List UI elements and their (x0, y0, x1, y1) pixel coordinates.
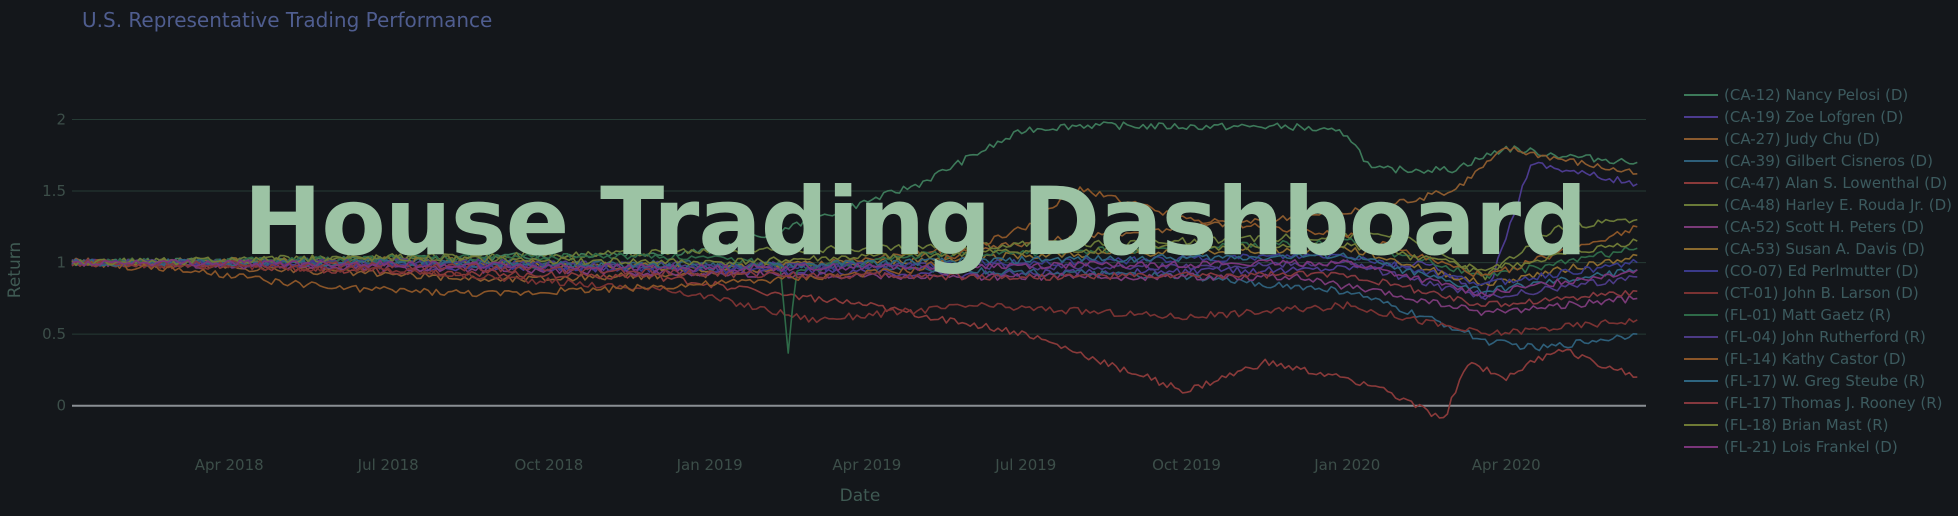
y-tick-label: 1.5 (42, 182, 66, 200)
series-line[interactable] (71, 238, 1638, 272)
x-tick-label: Apr 2019 (832, 456, 901, 474)
series-line[interactable] (71, 259, 1638, 337)
legend-item[interactable]: (CA-12) Nancy Pelosi (D) (1676, 84, 1908, 106)
x-tick-label: Jan 2019 (676, 456, 743, 474)
legend-label: (CA-12) Nancy Pelosi (D) (1724, 86, 1909, 104)
legend-item[interactable]: (CA-27) Judy Chu (D) (1676, 128, 1880, 150)
legend-label: (FL-21) Lois Frankel (D) (1724, 438, 1898, 456)
legend-item[interactable]: (CA-39) Gilbert Cisneros (D) (1676, 150, 1933, 172)
x-tick-label: Apr 2018 (195, 456, 264, 474)
legend-swatch (1684, 204, 1718, 206)
legend-item[interactable]: (FL-17) Thomas J. Rooney (R) (1676, 392, 1943, 414)
legend-label: (FL-17) W. Greg Steube (R) (1724, 372, 1926, 390)
legend-label: (FL-01) Matt Gaetz (R) (1724, 306, 1892, 324)
x-tick-label: Jul 2018 (357, 456, 419, 474)
x-tick-label: Apr 2020 (1472, 456, 1541, 474)
legend-swatch (1684, 182, 1718, 184)
legend-swatch (1684, 358, 1718, 360)
legend-item[interactable]: (CA-53) Susan A. Davis (D) (1676, 238, 1925, 260)
x-tick-label: Oct 2019 (1152, 456, 1221, 474)
legend-swatch (1684, 292, 1718, 294)
y-axis-title: Return (5, 242, 25, 298)
legend-swatch (1684, 226, 1718, 228)
y-tick-label: 0.5 (42, 325, 66, 343)
series-line[interactable] (71, 186, 1638, 298)
legend-item[interactable]: (FL-04) John Rutherford (R) (1676, 326, 1926, 348)
x-tick-label: Oct 2018 (514, 456, 583, 474)
series-line[interactable] (71, 218, 1638, 281)
legend-label: (CA-53) Susan A. Davis (D) (1724, 240, 1925, 258)
series-line[interactable] (71, 237, 1638, 354)
series-line[interactable] (71, 251, 1638, 294)
legend-label: (FL-14) Kathy Castor (D) (1724, 350, 1907, 368)
x-tick-label: Jan 2020 (1313, 456, 1380, 474)
legend-swatch (1684, 116, 1718, 118)
legend-label: (CO-07) Ed Perlmutter (D) (1724, 262, 1919, 280)
legend-swatch (1684, 380, 1718, 382)
legend-label: (FL-17) Thomas J. Rooney (R) (1724, 394, 1943, 412)
legend-swatch (1684, 402, 1718, 404)
legend-item[interactable]: (CA-48) Harley E. Rouda Jr. (D) (1676, 194, 1952, 216)
legend-swatch (1684, 314, 1718, 316)
legend-swatch (1684, 94, 1718, 96)
legend-label: (FL-18) Brian Mast (R) (1724, 416, 1889, 434)
series-line[interactable] (71, 259, 1638, 419)
legend-swatch (1684, 446, 1718, 448)
chart-title: U.S. Representative Trading Performance (82, 8, 493, 32)
legend-item[interactable]: (FL-01) Matt Gaetz (R) (1676, 304, 1891, 326)
y-tick-label: 1 (56, 254, 66, 272)
legend-swatch (1684, 160, 1718, 162)
legend-label: (CA-27) Judy Chu (D) (1724, 130, 1880, 148)
legend-label: (CA-19) Zoe Lofgren (D) (1724, 108, 1904, 126)
legend-swatch (1684, 424, 1718, 426)
legend-swatch (1684, 270, 1718, 272)
legend-item[interactable]: (FL-21) Lois Frankel (D) (1676, 436, 1898, 456)
legend-clipped-item (1676, 74, 1958, 84)
legend-item[interactable]: (FL-18) Brian Mast (R) (1676, 414, 1889, 436)
legend-item[interactable]: (CT-01) John B. Larson (D) (1676, 282, 1919, 304)
legend-item[interactable]: (CO-07) Ed Perlmutter (D) (1676, 260, 1919, 282)
legend-item[interactable]: (CA-52) Scott H. Peters (D) (1676, 216, 1924, 238)
legend-label: (CA-48) Harley E. Rouda Jr. (D) (1724, 196, 1952, 214)
x-tick-labels: Apr 2018 Jul 2018 Oct 2018 Jan 2019 Apr 2019… (195, 456, 1541, 474)
legend-item[interactable]: (FL-14) Kathy Castor (D) (1676, 348, 1906, 370)
legend-swatch (1684, 138, 1718, 140)
legend-label: (CT-01) John B. Larson (D) (1724, 284, 1919, 302)
legend-label: (CA-47) Alan S. Lowenthal (D) (1724, 174, 1948, 192)
series-lines (71, 121, 1638, 419)
legend-swatch (1684, 336, 1718, 338)
series-line[interactable] (71, 121, 1638, 267)
legend-item[interactable]: (CA-47) Alan S. Lowenthal (D) (1676, 172, 1947, 194)
legend-label: (FL-04) John Rutherford (R) (1724, 328, 1926, 346)
series-line[interactable] (71, 258, 1638, 298)
y-tick-labels: 0 0.5 1 1.5 2 (42, 110, 66, 414)
legend-label: (CA-39) Gilbert Cisneros (D) (1724, 152, 1933, 170)
y-tick-label: 0 (56, 397, 66, 415)
series-line[interactable] (71, 146, 1638, 283)
x-axis-title: Date (840, 486, 881, 506)
legend[interactable]: (CA-12) Nancy Pelosi (D) (CA-19) Zoe Lofg… (1676, 84, 1958, 456)
series-line[interactable] (71, 258, 1638, 308)
legend-item[interactable]: (FL-17) W. Greg Steube (R) (1676, 370, 1925, 392)
y-tick-label: 2 (56, 110, 66, 128)
legend-item[interactable]: (CA-19) Zoe Lofgren (D) (1676, 106, 1904, 128)
legend-label: (CA-52) Scott H. Peters (D) (1724, 218, 1925, 236)
x-tick-label: Jul 2019 (994, 456, 1056, 474)
legend-swatch (1684, 248, 1718, 250)
